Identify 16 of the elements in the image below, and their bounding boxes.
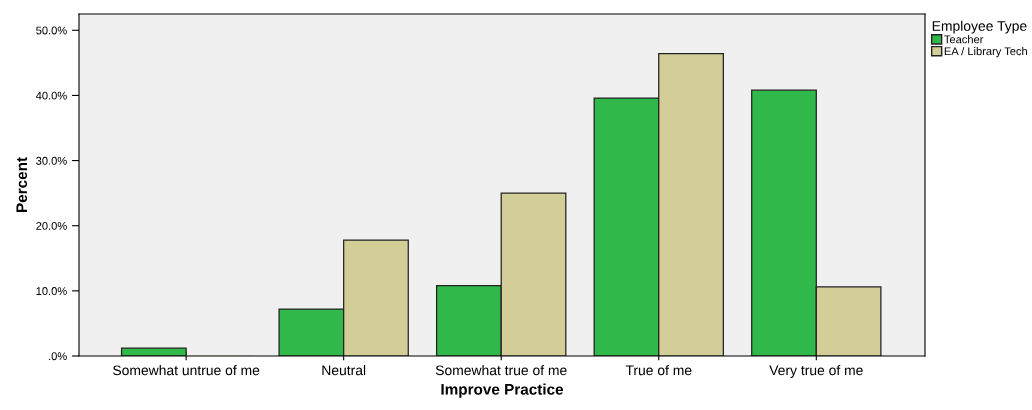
legend-label: EA / Library Tech <box>944 46 1027 58</box>
x-axis-title: Improve Practice <box>441 383 564 398</box>
x-tick-label: True of me <box>625 365 692 376</box>
x-tick-label: Somewhat true of me <box>435 365 567 376</box>
x-tick-label: Neutral <box>322 365 366 376</box>
x-tick-label: Very true of me <box>769 365 863 378</box>
legend-title: Employee Type <box>932 20 1027 34</box>
y-tick-label: 30.0% <box>36 156 67 165</box>
y-tick-label: .0% <box>49 352 67 361</box>
y-tick-label: 20.0% <box>36 221 67 230</box>
legend-label: Teacher <box>944 35 984 44</box>
y-tick-label: 40.0% <box>35 91 67 100</box>
y-axis-title: Percent <box>16 157 28 212</box>
x-tick-label: Somewhat untrue of me <box>113 365 260 376</box>
y-tick-label: 50.0% <box>36 26 67 35</box>
y-tick-label: 10.0% <box>36 287 67 295</box>
